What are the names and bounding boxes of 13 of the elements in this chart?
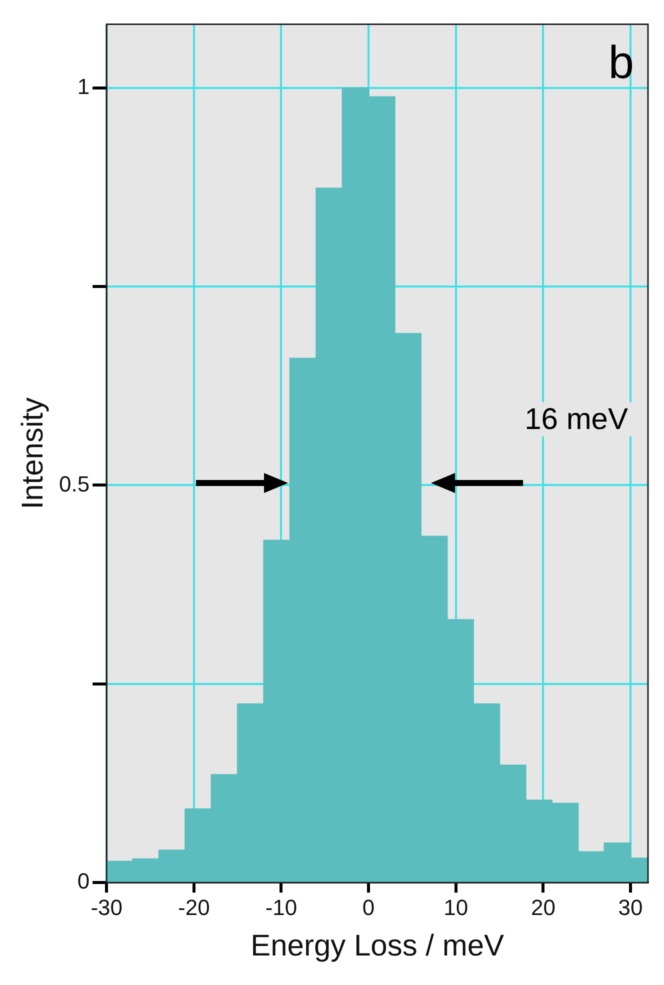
x-tick-label: 20 [530,894,556,920]
annotation: 16 meV [524,403,628,436]
x-tick-label: 0 [362,894,375,920]
x-tick-label: -30 [90,894,122,920]
y-axis-title: Intensity [16,398,50,510]
x-axis-title: Energy Loss / meV [250,929,504,962]
y-tick-label: 1 [77,74,90,99]
x-tick-label: -20 [178,894,210,920]
x-tick-label: -10 [265,894,298,920]
y-tick-label: 0 [77,868,90,894]
x-tick-label: 10 [444,894,468,920]
y-tick-label: 0.5 [58,471,90,496]
x-tick-label: 30 [618,894,643,920]
